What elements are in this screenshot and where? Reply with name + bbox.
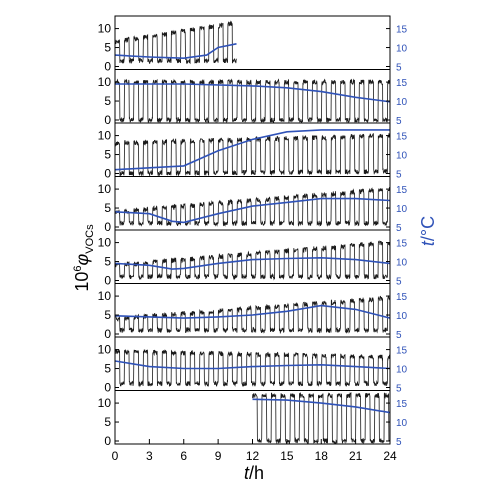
y-label-sub: VOCs xyxy=(84,224,96,254)
right-tick-label-2-15: 15 xyxy=(396,78,408,89)
panel-5: 0 5 10 5 10 15 xyxy=(98,229,408,288)
left-tick-label-4-0: 0 xyxy=(104,220,111,234)
right-tick-label-8-5: 5 xyxy=(396,437,402,448)
y-label-symbol: φ xyxy=(72,253,92,265)
right-tick-label-6-5: 5 xyxy=(396,330,402,341)
temperature-series-2 xyxy=(115,83,390,103)
left-tick-label-1-0: 0 xyxy=(104,60,111,74)
right-tick-label-5-10: 10 xyxy=(396,258,408,269)
right-label-var: t xyxy=(418,240,438,246)
y-axis-right-label: t/°C xyxy=(418,216,438,246)
right-tick-label-2-5: 5 xyxy=(396,116,402,127)
x-axis-label: t/h xyxy=(244,463,264,483)
temperature-series-7 xyxy=(115,360,390,370)
left-tick-label-8-5: 5 xyxy=(104,415,111,429)
x-tick-label-24: 24 xyxy=(383,449,397,463)
left-tick-label-6-5: 5 xyxy=(104,308,111,322)
y-label-exp: 6 xyxy=(72,265,84,271)
panels-layer: 0 5 10 5 10 15 0 5 10 5 10 15 0 5 10 5 10 15 0 5 10 5 10 15 0 5 10… xyxy=(98,15,408,448)
right-tick-label-6-10: 10 xyxy=(396,311,408,322)
right-tick-label-5-15: 15 xyxy=(396,239,408,250)
panel-1: 0 5 10 5 10 15 xyxy=(98,15,408,74)
left-tick-label-5-10: 10 xyxy=(98,236,112,250)
voc-series-3 xyxy=(115,132,390,177)
left-tick-label-6-0: 0 xyxy=(104,327,111,341)
x-tick-label-3: 3 xyxy=(146,449,153,463)
right-tick-label-8-10: 10 xyxy=(396,418,408,429)
right-tick-label-7-15: 15 xyxy=(396,346,408,357)
left-tick-label-7-5: 5 xyxy=(104,362,111,376)
left-tick-label-1-10: 10 xyxy=(98,22,112,36)
x-label-var: t xyxy=(244,463,250,483)
left-tick-label-7-10: 10 xyxy=(98,343,112,357)
left-tick-label-4-10: 10 xyxy=(98,182,112,196)
left-tick-label-8-10: 10 xyxy=(98,396,112,410)
x-label-unit: /h xyxy=(249,463,264,483)
panel-2: 0 5 10 5 10 15 xyxy=(98,69,408,127)
right-tick-label-4-5: 5 xyxy=(396,223,402,234)
right-tick-label-7-5: 5 xyxy=(396,384,402,395)
left-tick-label-4-5: 5 xyxy=(104,201,111,215)
right-tick-label-1-5: 5 xyxy=(396,63,402,74)
x-tick-label-18: 18 xyxy=(315,449,329,463)
panel-6: 0 5 10 5 10 15 xyxy=(98,283,408,341)
right-tick-label-6-15: 15 xyxy=(396,292,408,303)
temperature-series-5 xyxy=(115,256,390,270)
panel-frame-8 xyxy=(114,390,391,445)
temperature-series-8 xyxy=(252,398,390,414)
x-tick-label-9: 9 xyxy=(215,449,222,463)
panel-frame-1 xyxy=(114,15,391,70)
y-label-coef: 10 xyxy=(72,272,92,292)
panel-4: 0 5 10 5 10 15 xyxy=(98,176,408,234)
right-tick-label-5-5: 5 xyxy=(396,277,402,288)
right-tick-label-1-10: 10 xyxy=(396,44,408,55)
left-tick-label-2-0: 0 xyxy=(104,113,111,127)
left-tick-label-1-5: 5 xyxy=(104,41,111,55)
temperature-series-3 xyxy=(115,129,390,171)
temperature-series-4 xyxy=(115,197,390,224)
left-tick-label-3-10: 10 xyxy=(98,129,112,143)
voc-series-1 xyxy=(115,20,237,65)
voc-series-8 xyxy=(252,391,390,444)
right-tick-label-7-10: 10 xyxy=(396,365,408,376)
left-tick-label-5-0: 0 xyxy=(104,274,111,288)
panel-7: 0 5 10 5 10 15 xyxy=(98,336,408,395)
right-tick-label-2-10: 10 xyxy=(396,97,408,108)
left-tick-label-2-10: 10 xyxy=(98,75,112,89)
right-label-unit: /°C xyxy=(418,216,438,241)
temperature-series-1 xyxy=(115,43,237,60)
temperature-series-6 xyxy=(115,304,390,319)
right-tick-label-1-15: 15 xyxy=(396,25,408,36)
left-tick-label-5-5: 5 xyxy=(104,255,111,269)
x-axis: 0 3 6 9 12 15 18 21 24 xyxy=(112,439,397,463)
left-tick-label-7-0: 0 xyxy=(104,381,111,395)
right-tick-label-3-5: 5 xyxy=(396,170,402,181)
right-tick-label-8-15: 15 xyxy=(396,399,408,410)
left-tick-label-2-5: 5 xyxy=(104,94,111,108)
panel-3: 0 5 10 5 10 15 xyxy=(98,122,408,181)
voc-series-6 xyxy=(115,294,390,335)
panel-frame-3 xyxy=(114,122,391,177)
x-tick-label-21: 21 xyxy=(349,449,363,463)
voc-series-7 xyxy=(115,348,390,388)
voc-series-2 xyxy=(115,78,390,123)
x-tick-label-15: 15 xyxy=(280,449,294,463)
right-tick-label-3-10: 10 xyxy=(396,151,408,162)
x-tick-label-12: 12 xyxy=(246,449,260,463)
voc-series-5 xyxy=(115,240,390,281)
left-tick-label-3-0: 0 xyxy=(104,167,111,181)
voc-series-4 xyxy=(115,187,390,227)
x-tick-label-6: 6 xyxy=(180,449,187,463)
left-tick-label-6-10: 10 xyxy=(98,289,112,303)
right-tick-label-4-10: 10 xyxy=(396,204,408,215)
right-tick-label-3-15: 15 xyxy=(396,132,408,143)
left-tick-label-8-0: 0 xyxy=(104,434,111,448)
y-axis-left-label: 106φVOCs xyxy=(72,224,96,292)
x-tick-label-0: 0 xyxy=(112,449,119,463)
right-tick-label-4-15: 15 xyxy=(396,185,408,196)
left-tick-label-3-5: 5 xyxy=(104,148,111,162)
